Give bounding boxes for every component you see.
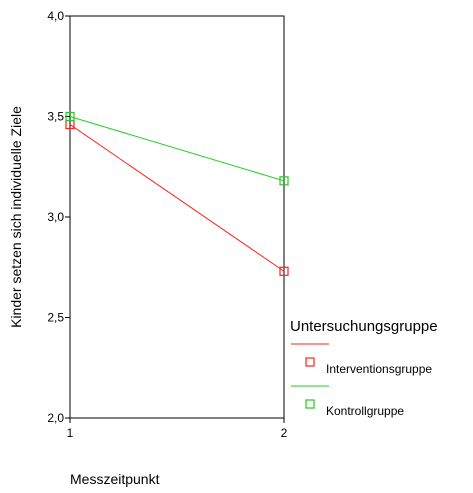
legend-marker-2: [305, 399, 315, 409]
legend-marker-1: [305, 357, 315, 367]
data-point-marker: [65, 111, 75, 122]
y-axis: 2,0 2,5 3,0 3,5 4,0: [47, 9, 70, 425]
y-tick-label: 3,0: [47, 210, 64, 224]
legend-title: Untersuchungsgruppe: [290, 318, 438, 335]
series-line-2: [69, 116, 285, 182]
data-point-marker: [279, 266, 289, 276]
y-tick-label: 4,0: [47, 9, 64, 23]
legend-label-2: Kontrollgruppe: [326, 404, 404, 418]
y-axis-title: Kinder setzen sich individuelle Ziele: [8, 106, 24, 328]
plot-frame: [69, 15, 285, 419]
y-tick-label: 3,5: [47, 110, 64, 124]
y-tick-label: 2,5: [47, 311, 64, 325]
x-tick-label: 1: [67, 426, 74, 440]
series-layer: [65, 111, 289, 276]
x-tick-label: 2: [281, 426, 288, 440]
data-point-marker: [279, 176, 289, 186]
x-axis-title: Messzeitpunkt: [70, 471, 160, 487]
legend-label-1: Interventionsgruppe: [326, 362, 432, 376]
series-line-1: [69, 124, 285, 272]
legend: Untersuchungsgruppe Interventionsgruppe K…: [290, 318, 438, 418]
y-tick-label: 2,0: [47, 411, 64, 425]
